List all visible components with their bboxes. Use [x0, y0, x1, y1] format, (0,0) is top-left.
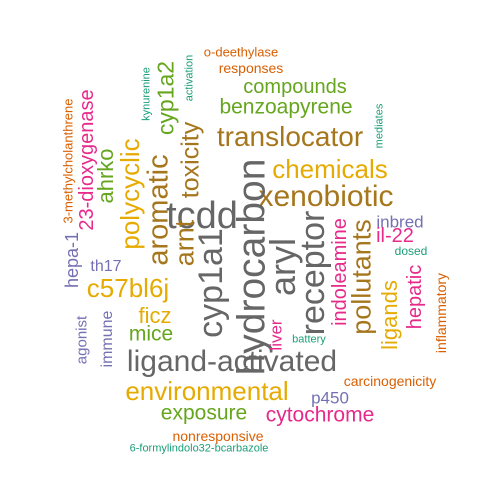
word-ficz: ficz [138, 303, 172, 328]
word-activation: activation [183, 54, 196, 102]
word-nonresponsive: nonresponsive [172, 428, 264, 444]
word-battery: battery [292, 333, 326, 346]
word-translocator: translocator [216, 121, 364, 152]
word-ligands: ligands [377, 280, 402, 350]
word-inflammatory: inflammatory [433, 272, 449, 354]
word-benzoapyrene: benzoapyrene [219, 95, 353, 119]
word-6-formylindolo32-bcarbazole: 6-formylindolo32-bcarbazole [129, 442, 269, 455]
word-mediates: mediates [373, 103, 386, 149]
word-hepa-1: hepa-1 [62, 231, 82, 289]
word-cyp1a2: cyp1a2 [152, 60, 179, 136]
word-cyp1a1: cyp1a1 [192, 228, 230, 338]
word-cytochrome: cytochrome [265, 403, 375, 427]
word-ligand-activated: ligand-activated [126, 345, 338, 378]
word-dosed: dosed [394, 244, 428, 258]
word-c57bl6j: c57bl6j [86, 273, 170, 303]
word-receptor: receptor [294, 210, 332, 336]
word-carcinogenicity: carcinogenicity [343, 373, 437, 389]
word-immune: immune [99, 310, 116, 368]
word-mice: mice [128, 322, 174, 346]
word-inbred: inbred [376, 212, 424, 232]
word-ahrko: ahrko [93, 148, 118, 204]
word-environmental: environmental [125, 376, 289, 406]
word-th17: th17 [90, 258, 122, 275]
word-chemicals: chemicals [272, 154, 388, 184]
word-xenobiotic: xenobiotic [258, 180, 394, 213]
word-polycyclic: polycyclic [115, 138, 145, 250]
word-responses: responses [218, 60, 284, 76]
word-p450: p450 [311, 388, 349, 408]
word-hepatic: hepatic [404, 264, 426, 330]
word-agonist: agonist [73, 315, 91, 365]
word-o-deethylase: o-deethylase [203, 44, 279, 60]
word-kynurenine: kynurenine [140, 67, 153, 121]
word-3-methylcholanthrene: 3-methylcholanthrene [60, 98, 76, 224]
word-il-22: il-22 [376, 225, 414, 247]
word-exposure: exposure [160, 401, 248, 425]
word-compounds: compounds [243, 76, 347, 98]
word-tcdd: tcdd [166, 195, 238, 237]
word-pollutants: pollutants [346, 219, 377, 335]
word-toxicity: toxicity [176, 121, 205, 199]
